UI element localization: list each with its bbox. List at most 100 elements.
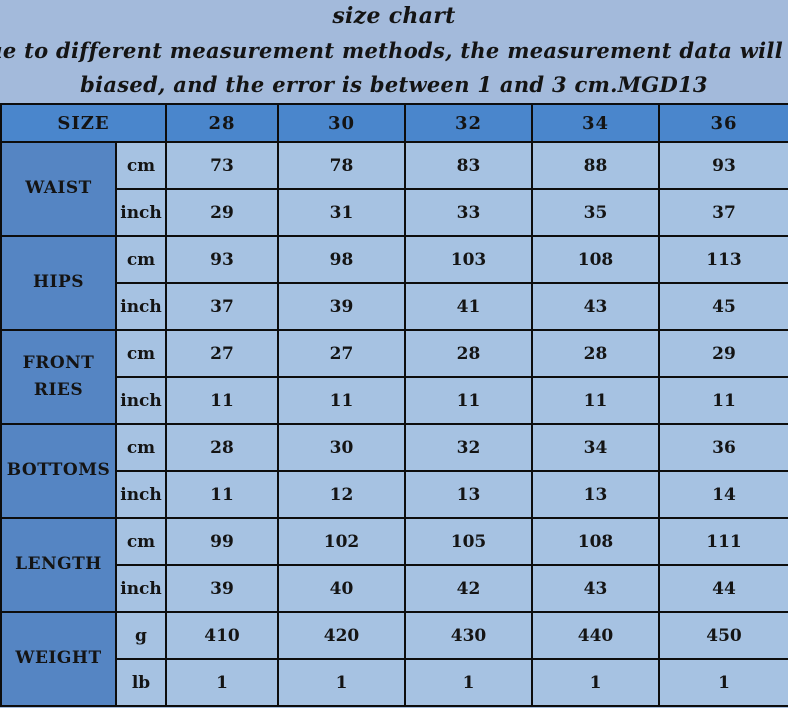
- value-cell: 11: [165, 376, 279, 425]
- size-col-header-32: 32: [404, 103, 533, 143]
- table-row: HIPS cm 93 98 103 108 113: [0, 235, 788, 331]
- value-cell: 108: [531, 235, 660, 284]
- value-cell: 13: [404, 470, 533, 519]
- value-cell: 410: [165, 611, 279, 660]
- row-label-hips: HIPS: [0, 235, 117, 331]
- value-cell: 11: [165, 470, 279, 519]
- row-label-length: LENGTH: [0, 517, 117, 613]
- value-cell: 420: [277, 611, 406, 660]
- value-cell: 78: [277, 141, 406, 190]
- table-row: BOTTOMS cm 28 30 32 34 36: [0, 423, 788, 519]
- value-cell: 99: [165, 517, 279, 566]
- row-label-bottoms: BOTTOMS: [0, 423, 117, 519]
- value-cell: 35: [531, 188, 660, 237]
- row-label-weight: WEIGHT: [0, 611, 117, 707]
- table-row: inch 39 40 42 43 44: [1, 564, 788, 613]
- table-row: LENGTH cm 99 102 105 108 111: [0, 517, 788, 613]
- value-cell: 108: [531, 517, 660, 566]
- value-cell: 11: [531, 376, 660, 425]
- size-col-header-30: 30: [277, 103, 406, 143]
- value-cell: 37: [165, 282, 279, 331]
- table-row: FRONT RIES cm 27 27 28 28 29: [0, 329, 788, 425]
- value-cell: 28: [404, 329, 533, 378]
- value-cell: 1: [404, 658, 533, 707]
- value-cell: 12: [277, 470, 406, 519]
- unit-cell: cm: [115, 329, 167, 378]
- unit-cell: inch: [115, 376, 167, 425]
- value-cell: 11: [277, 376, 406, 425]
- value-cell: 88: [531, 141, 660, 190]
- value-cell: 11: [404, 376, 533, 425]
- value-cell: 32: [404, 423, 533, 472]
- value-cell: 450: [658, 611, 788, 660]
- value-cell: 440: [531, 611, 660, 660]
- value-cell: 41: [404, 282, 533, 331]
- value-cell: 73: [165, 141, 279, 190]
- value-cell: 42: [404, 564, 533, 613]
- table-row: WEIGHT g 410 420 430 440 450: [0, 611, 788, 707]
- table-row: inch 29 31 33 35 37: [1, 188, 788, 237]
- value-cell: 83: [404, 141, 533, 190]
- value-cell: 98: [277, 235, 406, 284]
- unit-cell: inch: [115, 470, 167, 519]
- value-cell: 1: [658, 658, 788, 707]
- value-cell: 40: [277, 564, 406, 613]
- value-cell: 28: [531, 329, 660, 378]
- size-corner-cell: SIZE: [0, 103, 167, 143]
- size-chart-table: SIZE 28 30 32 34 36 WAIST cm 73 78 83 88…: [0, 103, 788, 707]
- value-cell: 39: [165, 564, 279, 613]
- table-row: inch 11 11 11 11 11: [1, 376, 788, 425]
- value-cell: 14: [658, 470, 788, 519]
- row-label-waist: WAIST: [0, 141, 117, 237]
- value-cell: 36: [658, 423, 788, 472]
- value-cell: 31: [277, 188, 406, 237]
- value-cell: 1: [165, 658, 279, 707]
- note-line-1: Due to different measurement methods, th…: [0, 38, 788, 63]
- unit-cell: cm: [115, 141, 167, 190]
- unit-cell: cm: [115, 235, 167, 284]
- size-col-header-28: 28: [165, 103, 279, 143]
- unit-cell: cm: [115, 423, 167, 472]
- unit-cell: lb: [115, 658, 167, 707]
- value-cell: 113: [658, 235, 788, 284]
- value-cell: 43: [531, 282, 660, 331]
- size-col-header-36: 36: [658, 103, 788, 143]
- value-cell: 28: [165, 423, 279, 472]
- value-cell: 44: [658, 564, 788, 613]
- page-title: size chart: [332, 3, 456, 29]
- value-cell: 111: [658, 517, 788, 566]
- value-cell: 105: [404, 517, 533, 566]
- value-cell: 11: [658, 376, 788, 425]
- value-cell: 39: [277, 282, 406, 331]
- value-cell: 34: [531, 423, 660, 472]
- value-cell: 45: [658, 282, 788, 331]
- value-cell: 29: [165, 188, 279, 237]
- row-label-front-ries: FRONT RIES: [0, 329, 117, 425]
- table-row: inch 11 12 13 13 14: [1, 470, 788, 519]
- value-cell: 33: [404, 188, 533, 237]
- value-cell: 27: [277, 329, 406, 378]
- size-header-row: SIZE 28 30 32 34 36: [0, 103, 788, 143]
- value-cell: 1: [531, 658, 660, 707]
- unit-cell: cm: [115, 517, 167, 566]
- value-cell: 13: [531, 470, 660, 519]
- table-row: lb 1 1 1 1 1: [1, 658, 788, 707]
- value-cell: 27: [165, 329, 279, 378]
- value-cell: 30: [277, 423, 406, 472]
- value-cell: 43: [531, 564, 660, 613]
- size-col-header-34: 34: [531, 103, 660, 143]
- value-cell: 1: [277, 658, 406, 707]
- table-row: WAIST cm 73 78 83 88 93: [0, 141, 788, 237]
- value-cell: 37: [658, 188, 788, 237]
- value-cell: 102: [277, 517, 406, 566]
- unit-cell: inch: [115, 188, 167, 237]
- value-cell: 93: [658, 141, 788, 190]
- value-cell: 93: [165, 235, 279, 284]
- value-cell: 430: [404, 611, 533, 660]
- value-cell: 103: [404, 235, 533, 284]
- unit-cell: inch: [115, 282, 167, 331]
- table-row: inch 37 39 41 43 45: [1, 282, 788, 331]
- value-cell: 29: [658, 329, 788, 378]
- chart-header: size chart Due to different measurement …: [0, 0, 788, 103]
